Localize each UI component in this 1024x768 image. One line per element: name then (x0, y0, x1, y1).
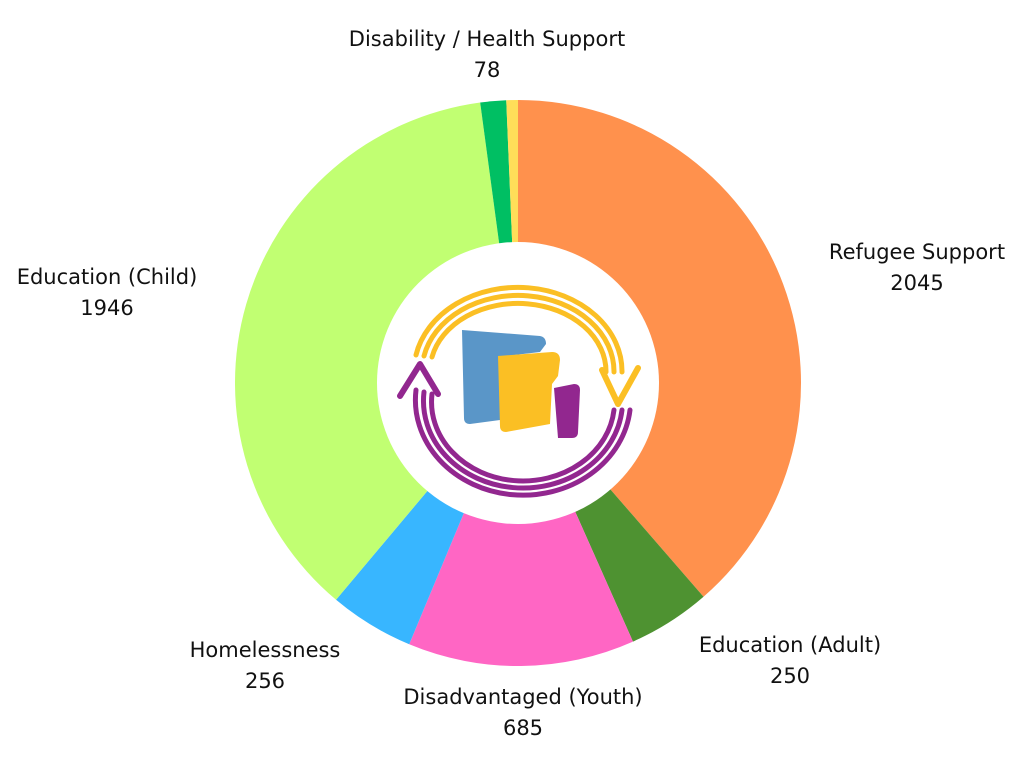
center-logo (397, 284, 641, 498)
segment-label: Education (Child) (17, 265, 198, 289)
donut (234, 100, 801, 666)
segment-label: Disadvantaged (Youth) (403, 685, 642, 709)
segment-label: Disability / Health Support (349, 27, 625, 51)
segment-value: 1946 (80, 296, 133, 320)
segment-value: 2045 (890, 271, 943, 295)
segment-label: Homelessness (190, 638, 341, 662)
donut-segment (234, 102, 518, 600)
segment-label: Education (Adult) (699, 633, 881, 657)
segment-value: 256 (245, 669, 285, 693)
donut-segment (518, 100, 801, 597)
segment-value: 250 (770, 664, 810, 688)
segment-label: Refugee Support (829, 240, 1005, 264)
donut-segment (409, 383, 633, 666)
labels: Refugee Support 2045 Education (Adult) 250 D… (17, 27, 1005, 740)
segment-value: 78 (474, 58, 501, 82)
segment-value: 685 (503, 716, 543, 740)
